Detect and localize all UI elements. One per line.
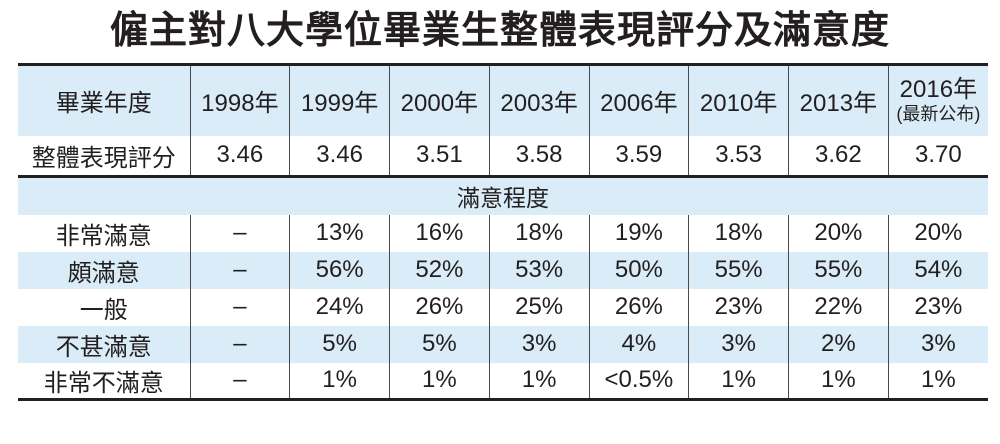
score-cell: 3.51 (389, 135, 490, 178)
percent-cell: 56% (289, 251, 390, 289)
percent-cell: 20% (788, 214, 889, 252)
row-label: 一般 (79, 296, 128, 324)
table-row-very-satisfied: 非常滿意 – 13% 16% 18% 19% 18% 20% 20% (18, 214, 988, 252)
score-cell: 3.70 (887, 135, 988, 178)
percent-cell: 52% (389, 251, 490, 289)
percent-cell: 20% (887, 214, 988, 252)
percent-cell: 55% (788, 251, 889, 289)
percent-cell: 4% (588, 325, 689, 363)
percent-cell: – (189, 325, 290, 363)
percent-cell: 23% (887, 288, 988, 326)
percent-cell: 3% (688, 325, 789, 363)
percent-cell: 18% (488, 214, 589, 252)
col-header-year-2000: 2000年 (389, 64, 490, 136)
percent-cell: 54% (887, 251, 988, 289)
overall-score-row: 整體表現評分 3.46 3.46 3.51 3.58 3.59 3.53 3.6… (18, 135, 988, 178)
percent-cell: 26% (588, 288, 689, 326)
percent-cell: – (189, 251, 290, 289)
col-header-graduation-year: 畢業年度 (55, 90, 152, 118)
col-header-year-2013: 2013年 (788, 64, 889, 136)
percent-cell: 1% (488, 362, 589, 400)
table-header-row: 畢業年度 1998年 1999年 2000年 2003年 2006年 2010年… (18, 64, 988, 136)
section-band-row: 滿意程度 (18, 176, 988, 215)
row-label-overall-score: 整體表現評分 (18, 135, 190, 178)
percent-cell: – (189, 288, 290, 326)
row-label: 非常不滿意 (43, 369, 164, 397)
percent-cell: 23% (688, 288, 789, 326)
score-cell: 3.53 (688, 135, 789, 178)
percent-cell: 1% (788, 362, 889, 400)
score-cell: 3.46 (289, 135, 390, 178)
col-header-year-2006: 2006年 (588, 64, 689, 136)
ratings-table: 畢業年度 1998年 1999年 2000年 2003年 2006年 2010年… (18, 63, 988, 401)
percent-cell: 22% (788, 288, 889, 326)
infographic-page: 僱主對八大學位畢業生整體表現評分及滿意度 畢業年度 1998年 1999年 20… (18, 10, 988, 401)
percent-cell: 16% (389, 214, 490, 252)
row-label: 頗滿意 (67, 259, 140, 287)
percent-cell: 3% (488, 325, 589, 363)
score-cell: 3.58 (488, 135, 589, 178)
col-header-year-1998: 1998年 (189, 64, 290, 136)
percent-cell: 1% (887, 362, 988, 400)
table-row-quite-satisfied: 頗滿意 – 56% 52% 53% 50% 55% 55% 54% (18, 251, 988, 289)
percent-cell: 3% (887, 325, 988, 363)
table-row-not-quite-satisfied: 不甚滿意 – 5% 5% 3% 4% 3% 2% 3% (18, 325, 988, 363)
table-row-average: 一般 – 24% 26% 25% 26% 23% 22% 23% (18, 288, 988, 326)
percent-cell: 1% (688, 362, 789, 400)
percent-cell: – (189, 214, 290, 252)
percent-cell: 50% (588, 251, 689, 289)
percent-cell: 18% (688, 214, 789, 252)
percent-cell: 1% (289, 362, 390, 400)
percent-cell: 55% (688, 251, 789, 289)
percent-cell: 19% (588, 214, 689, 252)
percent-cell: <0.5% (588, 362, 689, 400)
score-cell: 3.46 (189, 135, 290, 178)
percent-cell: 1% (389, 362, 490, 400)
table-row-very-dissatisfied: 非常不滿意 – 1% 1% 1% <0.5% 1% 1% 1% (18, 362, 988, 400)
percent-cell: 53% (488, 251, 589, 289)
percent-cell: 13% (289, 214, 390, 252)
score-cell: 3.59 (588, 135, 689, 178)
col-header-year-1999: 1999年 (289, 64, 390, 136)
percent-cell: 2% (788, 325, 889, 363)
percent-cell: – (189, 362, 290, 400)
percent-cell: 25% (488, 288, 589, 326)
percent-cell: 26% (389, 288, 490, 326)
col-header-year-latest: 2016年 (最新公布) (887, 64, 988, 136)
year-latest-label: 2016年 (899, 76, 978, 104)
percent-cell: 5% (389, 325, 490, 363)
percent-cell: 5% (289, 325, 390, 363)
row-label: 非常滿意 (55, 222, 152, 250)
col-header-year-2010: 2010年 (688, 64, 789, 136)
page-title: 僱主對八大學位畢業生整體表現評分及滿意度 (109, 10, 890, 52)
section-label-satisfaction: 滿意程度 (457, 185, 549, 212)
score-cell: 3.62 (788, 135, 889, 178)
year-latest-note: (最新公布) (896, 104, 981, 125)
percent-cell: 24% (289, 288, 390, 326)
col-header-year-2003: 2003年 (488, 64, 589, 136)
row-label: 不甚滿意 (55, 333, 152, 361)
